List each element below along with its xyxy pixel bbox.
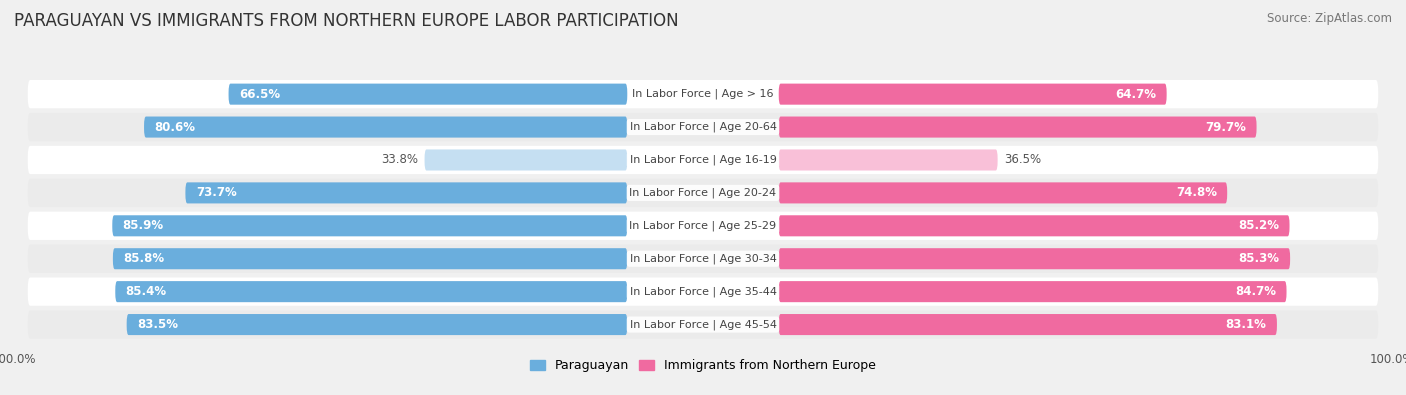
FancyBboxPatch shape	[779, 248, 1291, 269]
FancyBboxPatch shape	[28, 113, 1378, 141]
Text: 66.5%: 66.5%	[239, 88, 280, 101]
FancyBboxPatch shape	[112, 248, 627, 269]
Text: In Labor Force | Age 35-44: In Labor Force | Age 35-44	[630, 286, 776, 297]
Text: 85.9%: 85.9%	[122, 219, 165, 232]
FancyBboxPatch shape	[779, 314, 1277, 335]
Text: 84.7%: 84.7%	[1234, 285, 1277, 298]
FancyBboxPatch shape	[779, 182, 1227, 203]
FancyBboxPatch shape	[779, 215, 1289, 236]
Text: 83.1%: 83.1%	[1226, 318, 1267, 331]
FancyBboxPatch shape	[143, 117, 627, 137]
FancyBboxPatch shape	[779, 149, 998, 171]
FancyBboxPatch shape	[779, 84, 1167, 105]
Text: 85.8%: 85.8%	[124, 252, 165, 265]
FancyBboxPatch shape	[779, 281, 1286, 302]
Text: 85.3%: 85.3%	[1239, 252, 1279, 265]
Text: In Labor Force | Age 25-29: In Labor Force | Age 25-29	[630, 220, 776, 231]
FancyBboxPatch shape	[779, 117, 1257, 137]
Text: 36.5%: 36.5%	[1004, 154, 1042, 166]
Text: Source: ZipAtlas.com: Source: ZipAtlas.com	[1267, 12, 1392, 25]
Text: In Labor Force | Age 20-24: In Labor Force | Age 20-24	[630, 188, 776, 198]
Text: In Labor Force | Age 20-64: In Labor Force | Age 20-64	[630, 122, 776, 132]
FancyBboxPatch shape	[28, 277, 1378, 306]
Text: In Labor Force | Age 30-34: In Labor Force | Age 30-34	[630, 254, 776, 264]
FancyBboxPatch shape	[186, 182, 627, 203]
FancyBboxPatch shape	[28, 146, 1378, 174]
Text: 73.7%: 73.7%	[195, 186, 236, 199]
FancyBboxPatch shape	[425, 149, 627, 171]
Text: 79.7%: 79.7%	[1205, 120, 1246, 134]
FancyBboxPatch shape	[115, 281, 627, 302]
FancyBboxPatch shape	[127, 314, 627, 335]
FancyBboxPatch shape	[112, 215, 627, 236]
Text: In Labor Force | Age 16-19: In Labor Force | Age 16-19	[630, 155, 776, 165]
FancyBboxPatch shape	[28, 310, 1378, 339]
FancyBboxPatch shape	[28, 245, 1378, 273]
FancyBboxPatch shape	[28, 179, 1378, 207]
Text: PARAGUAYAN VS IMMIGRANTS FROM NORTHERN EUROPE LABOR PARTICIPATION: PARAGUAYAN VS IMMIGRANTS FROM NORTHERN E…	[14, 12, 679, 30]
Text: 80.6%: 80.6%	[155, 120, 195, 134]
Text: 74.8%: 74.8%	[1175, 186, 1216, 199]
Text: In Labor Force | Age > 16: In Labor Force | Age > 16	[633, 89, 773, 100]
Text: 85.2%: 85.2%	[1239, 219, 1279, 232]
FancyBboxPatch shape	[28, 212, 1378, 240]
Text: 64.7%: 64.7%	[1115, 88, 1156, 101]
Text: 85.4%: 85.4%	[125, 285, 167, 298]
FancyBboxPatch shape	[229, 84, 627, 105]
FancyBboxPatch shape	[28, 80, 1378, 108]
Text: 83.5%: 83.5%	[136, 318, 179, 331]
Text: In Labor Force | Age 45-54: In Labor Force | Age 45-54	[630, 319, 776, 330]
Legend: Paraguayan, Immigrants from Northern Europe: Paraguayan, Immigrants from Northern Eur…	[524, 354, 882, 377]
Text: 33.8%: 33.8%	[381, 154, 418, 166]
